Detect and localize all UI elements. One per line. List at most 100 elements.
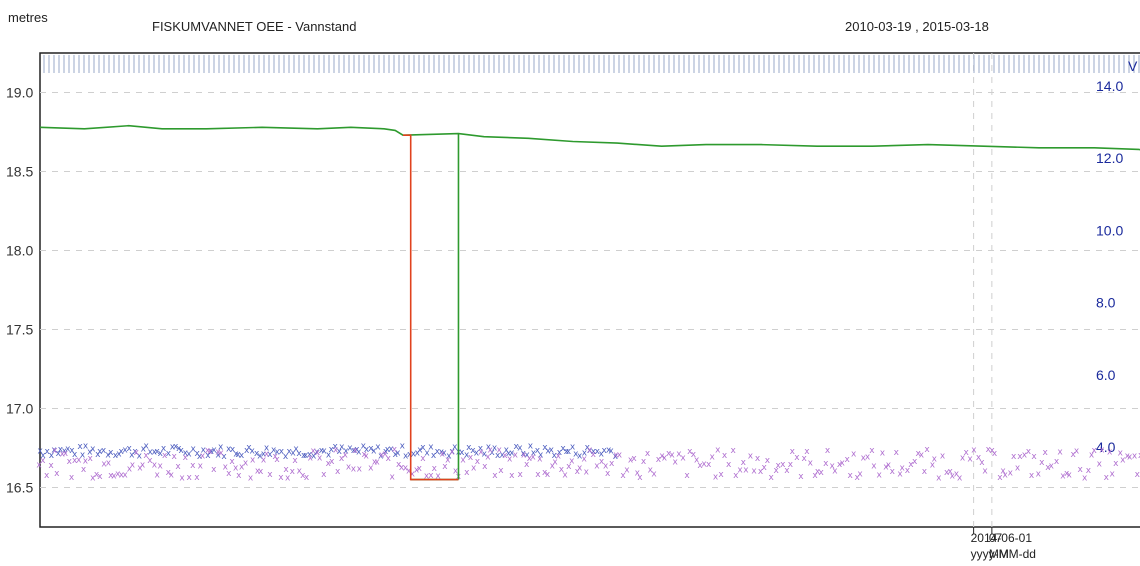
scatter-point: x	[315, 448, 321, 458]
y2-tick-label: 8.0	[1096, 295, 1116, 311]
scatter-point: x	[218, 449, 224, 459]
scatter-point: x	[244, 446, 250, 456]
scatter-point: x	[386, 454, 392, 464]
scatter-point: x	[552, 451, 558, 461]
scatter-point: x	[1120, 456, 1126, 466]
scatter-point: x	[52, 446, 58, 456]
x-tick-sublabel: yyyy-MM-dd	[971, 547, 1036, 561]
scatter-point: x	[1017, 452, 1023, 462]
scatter-point: x	[254, 449, 260, 459]
scatter-point: x	[527, 454, 533, 464]
scatter-point: x	[900, 464, 906, 474]
scatter-point: x	[605, 469, 611, 479]
line-series	[39, 124, 1140, 481]
scatter-point: x	[267, 450, 273, 460]
scatter-point: x	[379, 450, 385, 460]
scatter-point: x	[155, 471, 161, 481]
scatter-point: x	[986, 445, 992, 455]
scatter-point: x	[403, 452, 409, 462]
scatter-point: x	[410, 469, 416, 479]
scatter-point: x	[602, 446, 608, 456]
scatter-point: x	[186, 450, 192, 460]
scatter-point: x	[748, 452, 754, 462]
scatter-point: x	[524, 451, 530, 461]
scatter-point: x	[710, 452, 716, 462]
scatter-point: x	[388, 445, 394, 455]
scatter-point: x	[333, 446, 339, 456]
scatter-point: x	[535, 446, 541, 456]
scatter-point: x	[635, 468, 641, 478]
scatter-point: x	[624, 466, 630, 476]
scatter-point: x	[166, 449, 172, 459]
scatter-point: x	[825, 446, 831, 456]
scatter-point: x	[730, 446, 736, 456]
scatter-point: x	[122, 471, 128, 481]
y2-tick-label: 4.0	[1096, 439, 1116, 455]
scatter-point: x	[876, 471, 882, 481]
scatter-point: x	[293, 444, 299, 454]
scatter-point: x	[197, 452, 203, 462]
scatter-point: x	[691, 450, 697, 460]
scatter-point: x	[69, 473, 75, 483]
scatter-point: x	[989, 446, 995, 456]
scatter-point: x	[1074, 447, 1080, 457]
scatter-point: x	[944, 468, 950, 478]
scatter-point: x	[63, 449, 69, 459]
scatter-point: x	[140, 460, 146, 470]
scatter-point: x	[83, 442, 89, 452]
y-tick-label: 18.5	[6, 164, 33, 180]
scatter-point: x	[498, 466, 504, 476]
scatter-point: x	[417, 464, 423, 474]
scatter-point: x	[420, 443, 426, 453]
y2-tick-label: 14.0	[1096, 78, 1123, 94]
y-axis-ticks: 16.5 17.0 17.5 18.0 18.5 19.0	[6, 85, 33, 496]
scatter-point: x	[439, 448, 445, 458]
y-tick-label: 18.0	[6, 243, 33, 259]
scatter-point: x	[823, 459, 829, 469]
scatter-point: x	[684, 471, 690, 481]
scatter-point: x	[694, 456, 700, 466]
scatter-point: x	[371, 447, 377, 457]
scatter-point: x	[267, 470, 273, 480]
scatter-point: x	[992, 449, 998, 459]
scatter-point: x	[500, 451, 506, 461]
scatter-point: x	[352, 446, 358, 456]
scatter-point: x	[788, 460, 794, 470]
scatter-point: x	[108, 448, 114, 458]
scatter-point: x	[56, 449, 62, 459]
scatter-point: x	[105, 450, 111, 460]
scatter-point: x	[403, 463, 409, 473]
scatter-point: x	[599, 449, 605, 459]
scatter-point: x	[250, 447, 256, 457]
scatter-point: x	[566, 447, 572, 457]
scatter-point: x	[271, 445, 277, 455]
scatter-point: x	[495, 451, 501, 461]
scatter-point: x	[577, 463, 583, 473]
y-tick-label: 19.0	[6, 85, 33, 101]
scatter-point: x	[435, 447, 441, 457]
scatter-point: x	[1110, 470, 1116, 480]
scatter-point: x	[603, 461, 609, 471]
scatter-point: x	[1029, 471, 1035, 481]
scatter-point: x	[919, 450, 925, 460]
scatter-point: x	[127, 465, 133, 475]
scatter-point: x	[932, 455, 938, 465]
scatter-point: x	[339, 454, 345, 464]
scatter-point: x	[65, 445, 71, 455]
scatter-point: x	[440, 449, 446, 459]
scatter-point: x	[487, 445, 493, 455]
scatter-point: x	[979, 458, 985, 468]
scatter-point: x	[832, 466, 838, 476]
scatter-point: x	[1132, 451, 1138, 461]
scatter-point: x	[297, 466, 303, 476]
x-axis-ticks: 2014-06-01 yyyy-MM-dd 07 MM	[971, 527, 1036, 561]
scatter-point: x	[44, 447, 50, 457]
scatter-point: x	[329, 457, 335, 467]
scatter-point: x	[471, 463, 477, 473]
scatter-point: x	[230, 445, 236, 455]
scatter-point: x	[851, 450, 857, 460]
scatter-point: x	[784, 466, 790, 476]
scatter-point: x	[591, 450, 597, 460]
scatter-point: x	[106, 458, 112, 468]
